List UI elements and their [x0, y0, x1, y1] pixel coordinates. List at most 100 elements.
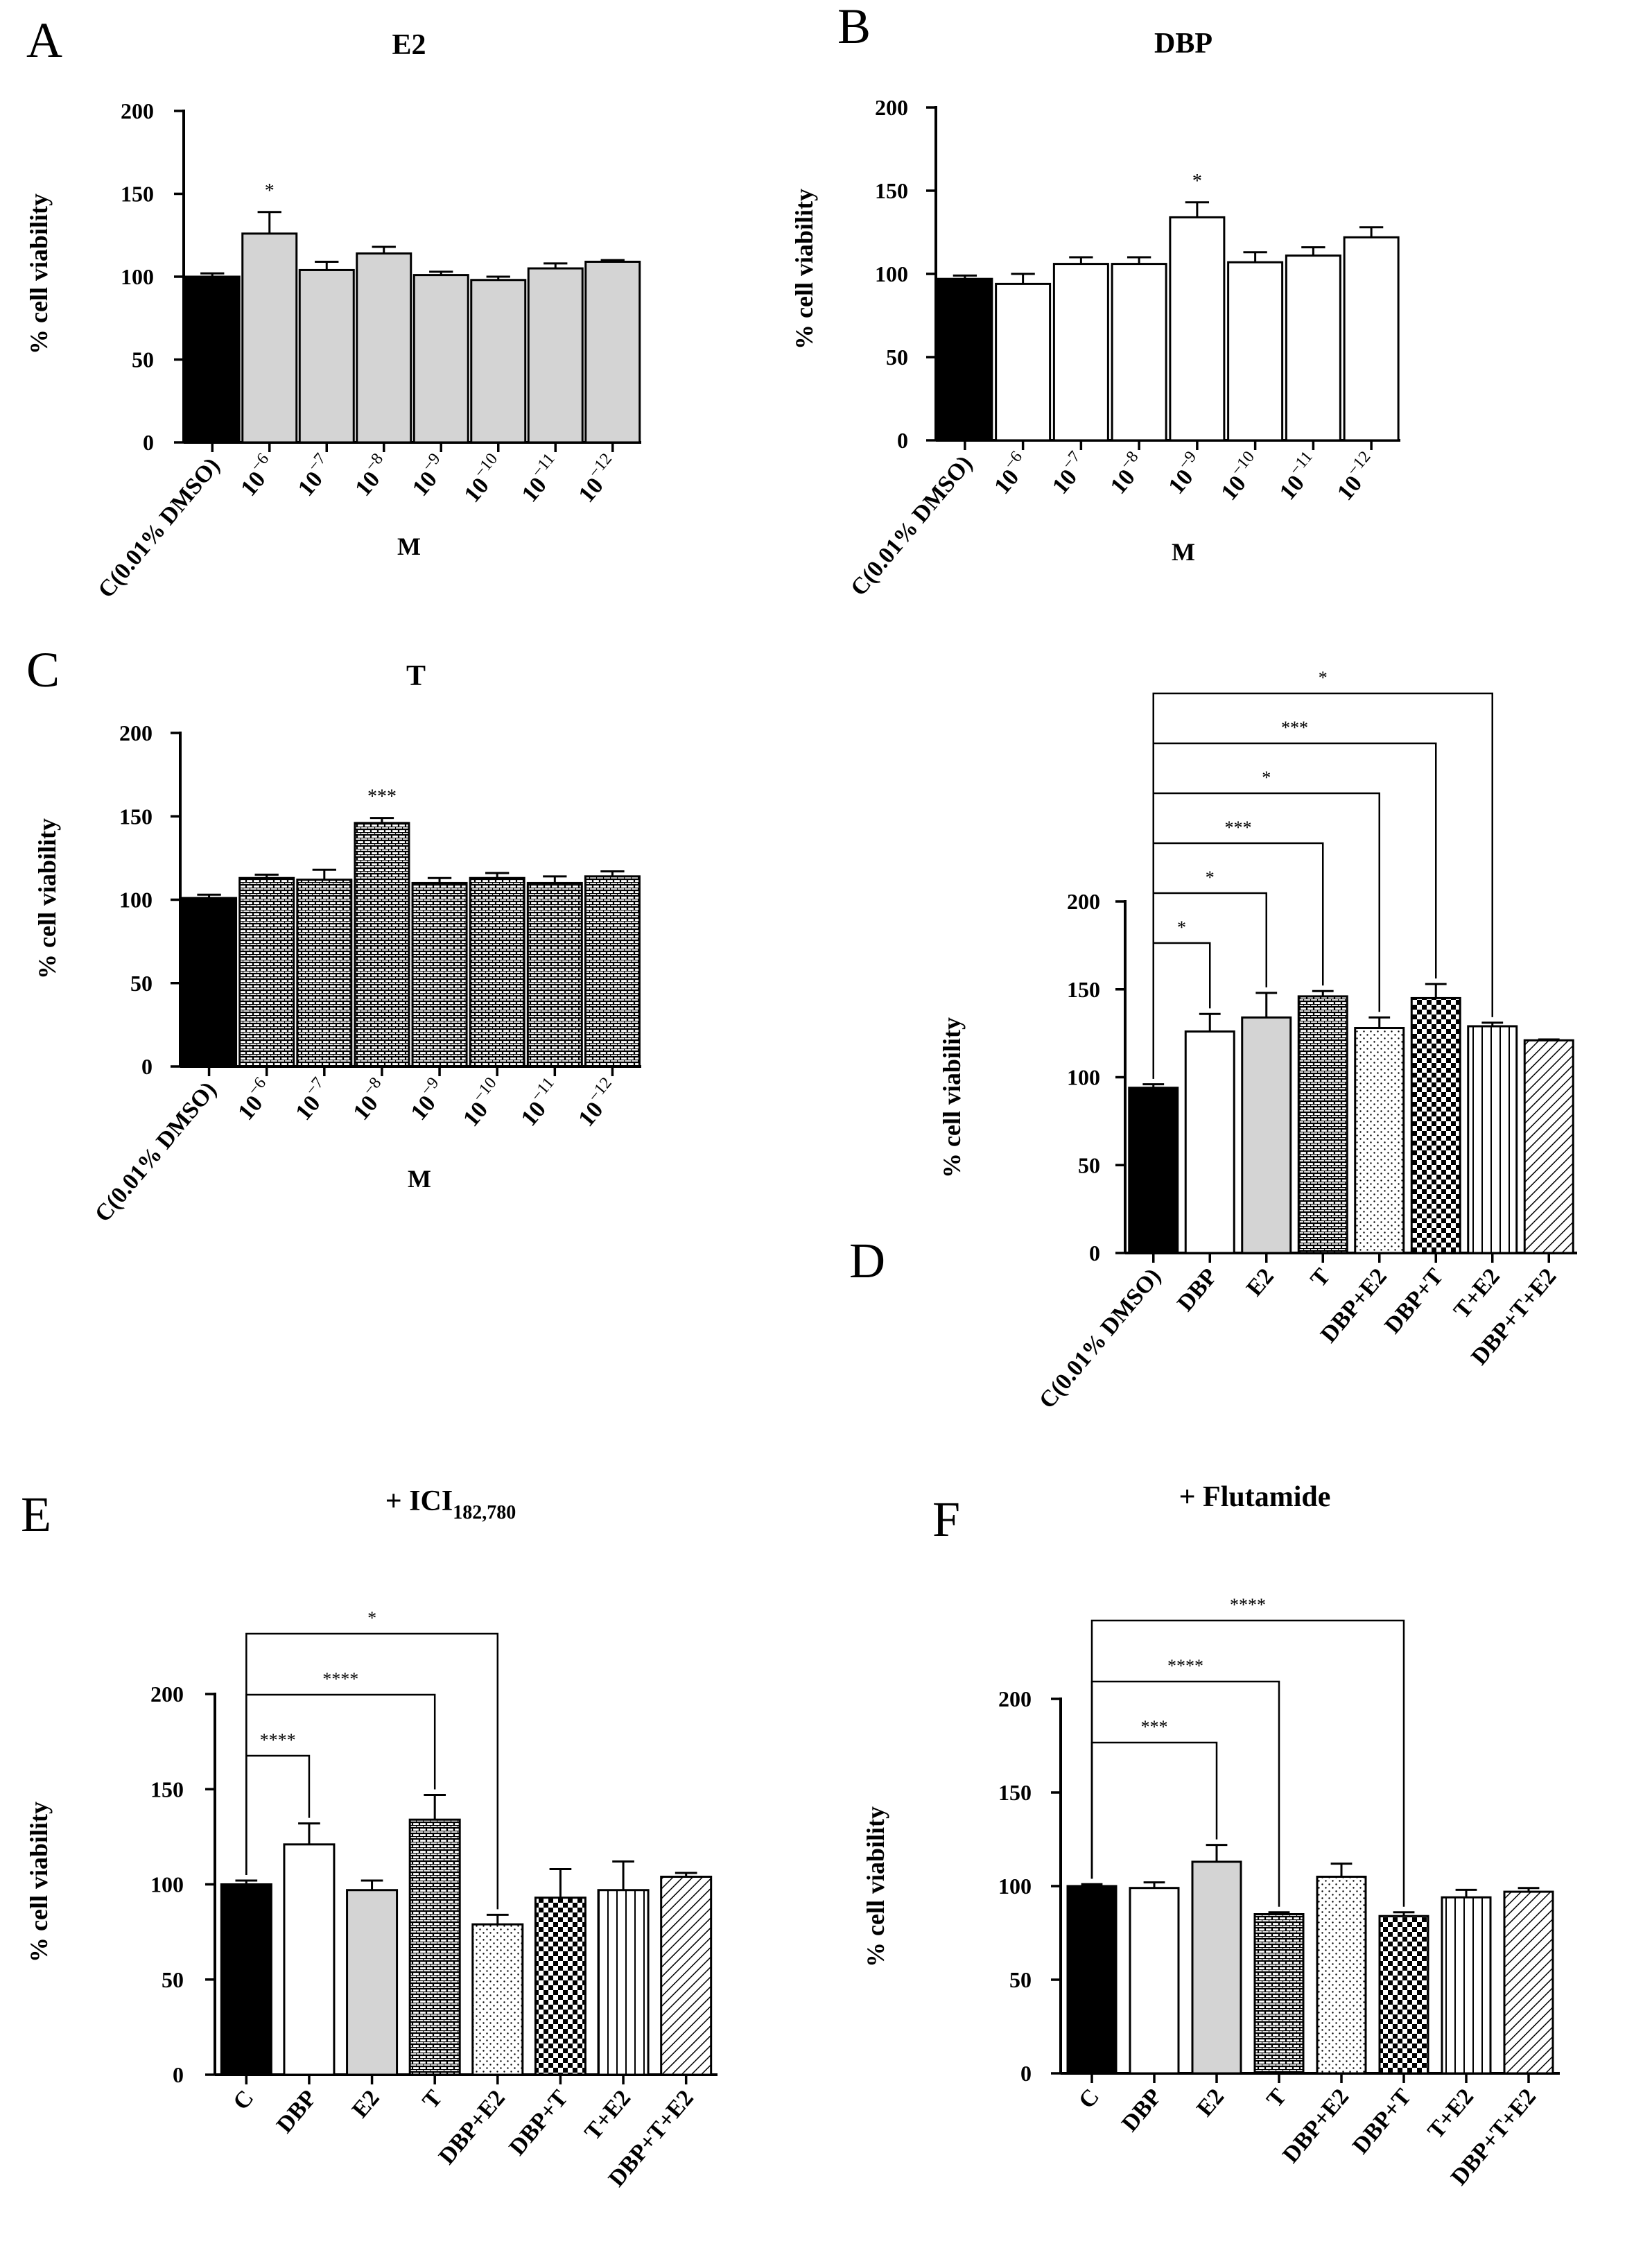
bar: [356, 252, 412, 444]
bracket-significance: *: [1206, 867, 1215, 888]
bar: [408, 1818, 461, 2076]
panel-letter: E: [21, 1487, 51, 1542]
bar: [1354, 1027, 1405, 1254]
x-tick-label: 10−7: [1044, 448, 1094, 499]
bar: [1129, 1887, 1180, 2075]
bar: [411, 881, 468, 1068]
y-tick-label: 0: [141, 1054, 153, 1079]
x-tick-label: 10−8: [1102, 448, 1151, 499]
x-tick-label: E2: [347, 2085, 385, 2123]
bar: [1191, 1860, 1242, 2075]
y-tick-label: 200: [121, 98, 154, 123]
y-tick-label: 150: [150, 1777, 184, 1802]
panel-d: D % cell viability 0 50 100 150 200 C(0.01% DMS…: [849, 668, 1577, 1414]
bar: [412, 274, 469, 444]
x-axis-label: M: [408, 1165, 431, 1193]
bar: [584, 260, 641, 444]
panel-letter: D: [849, 1233, 885, 1288]
bar: [220, 1883, 272, 2076]
bar: [1241, 1016, 1292, 1254]
bar: [1128, 1087, 1179, 1254]
comparison-bracket: [1090, 1680, 1280, 1907]
bar: [471, 1923, 524, 2076]
y-tick-label: 0: [173, 2062, 184, 2087]
y-tick-label: 150: [121, 182, 154, 207]
x-tick-label: 10−9: [402, 1074, 452, 1125]
significance-marker: *: [265, 180, 275, 202]
x-tick-label: 10−9: [403, 450, 453, 501]
bracket-significance: ****: [1230, 1595, 1266, 1615]
x-tick-label: 10−6: [232, 450, 282, 501]
y-tick-label: 50: [162, 1967, 184, 1992]
bar: [238, 876, 295, 1068]
bar: [298, 268, 355, 444]
comparison-bracket: [1090, 1619, 1405, 1907]
y-tick-label: 150: [875, 178, 908, 203]
y-axis-label: % cell viability: [790, 189, 818, 349]
x-tick-label: DBP: [272, 2085, 322, 2138]
y-tick-label: 0: [897, 428, 908, 453]
bracket-significance: ****: [322, 1669, 358, 1689]
y-axis-label: % cell viability: [25, 193, 53, 354]
x-tick-label: DBP+E2: [1278, 2084, 1354, 2168]
y-tick-label: 50: [1009, 1967, 1032, 1992]
x-tick-label: T+E2: [580, 2085, 636, 2145]
x-axis-label: M: [397, 533, 421, 560]
x-tick-label: C: [228, 2085, 259, 2115]
y-tick-label: 0: [1020, 2061, 1032, 2086]
x-tick-label: T+E2: [1449, 1263, 1505, 1323]
x-tick-label: DBP+T: [1380, 1263, 1448, 1338]
y-tick-label: 100: [121, 264, 154, 289]
bar: [534, 1897, 586, 2076]
bar: [470, 279, 527, 444]
panel-f: F + Flutamide % cell viability 0 50 100 150 200…: [862, 1481, 1560, 2191]
comparison-bracket: [245, 1693, 436, 1876]
bar: [1343, 236, 1400, 442]
chart-title: + ICI182,780: [385, 1485, 516, 1523]
bar: [241, 232, 298, 444]
y-tick-label: 200: [119, 720, 153, 745]
y-tick-label: 200: [998, 1686, 1032, 1711]
panel-letter: A: [26, 12, 62, 68]
x-tick-label: 10−11: [1271, 448, 1325, 505]
x-tick-label: 10−11: [513, 450, 568, 507]
y-tick-label: 50: [1078, 1152, 1100, 1177]
x-tick-label: T: [417, 2085, 447, 2114]
bar: [181, 897, 238, 1068]
bar: [1503, 1890, 1554, 2075]
x-tick-label: DBP+T: [504, 2085, 573, 2160]
bar: [597, 1889, 650, 2076]
y-tick-label: 100: [1067, 1065, 1100, 1090]
bar: [527, 267, 584, 444]
bracket-significance: ****: [1167, 1656, 1203, 1676]
x-tick-label: 10−7: [289, 450, 339, 501]
bar: [995, 282, 1052, 442]
x-tick-label: 10−6: [229, 1074, 279, 1125]
bar: [1227, 261, 1284, 442]
panels-layer: A E2 % cell viability 0 50 100 150 200 C(0.01% D…: [21, 0, 1577, 2192]
x-tick-label: C: [1074, 2084, 1104, 2114]
bar: [283, 1843, 336, 2076]
x-tick-label: T+E2: [1423, 2084, 1479, 2143]
bar: [584, 875, 641, 1068]
x-tick-label: T: [1305, 1263, 1335, 1292]
x-tick-label: 10−8: [347, 450, 397, 501]
x-tick-label: C(0.01% DMSO): [846, 451, 977, 601]
bar: [1297, 995, 1348, 1254]
x-tick-label: 10−12: [570, 450, 625, 508]
bar: [346, 1889, 399, 2076]
panel-e: E + ICI182,780 % cell viability 0 50 100 150 20…: [21, 1485, 718, 2192]
panel-c: C T % cell viability 0 50 100 150 200 C(0.01% DM…: [26, 642, 641, 1227]
comparison-bracket: [1090, 1741, 1218, 1879]
y-tick-label: 200: [150, 1682, 184, 1707]
comparison-bracket: [1152, 692, 1493, 1079]
bar: [1066, 1885, 1118, 2075]
panel-letter: B: [837, 0, 871, 54]
bar: [1184, 1030, 1235, 1254]
x-tick-label: 10−10: [455, 1074, 510, 1132]
bracket-significance: *: [1177, 917, 1186, 938]
x-tick-label: 10−12: [570, 1074, 625, 1132]
comparison-bracket: [1152, 842, 1324, 1079]
y-tick-label: 100: [150, 1872, 184, 1897]
